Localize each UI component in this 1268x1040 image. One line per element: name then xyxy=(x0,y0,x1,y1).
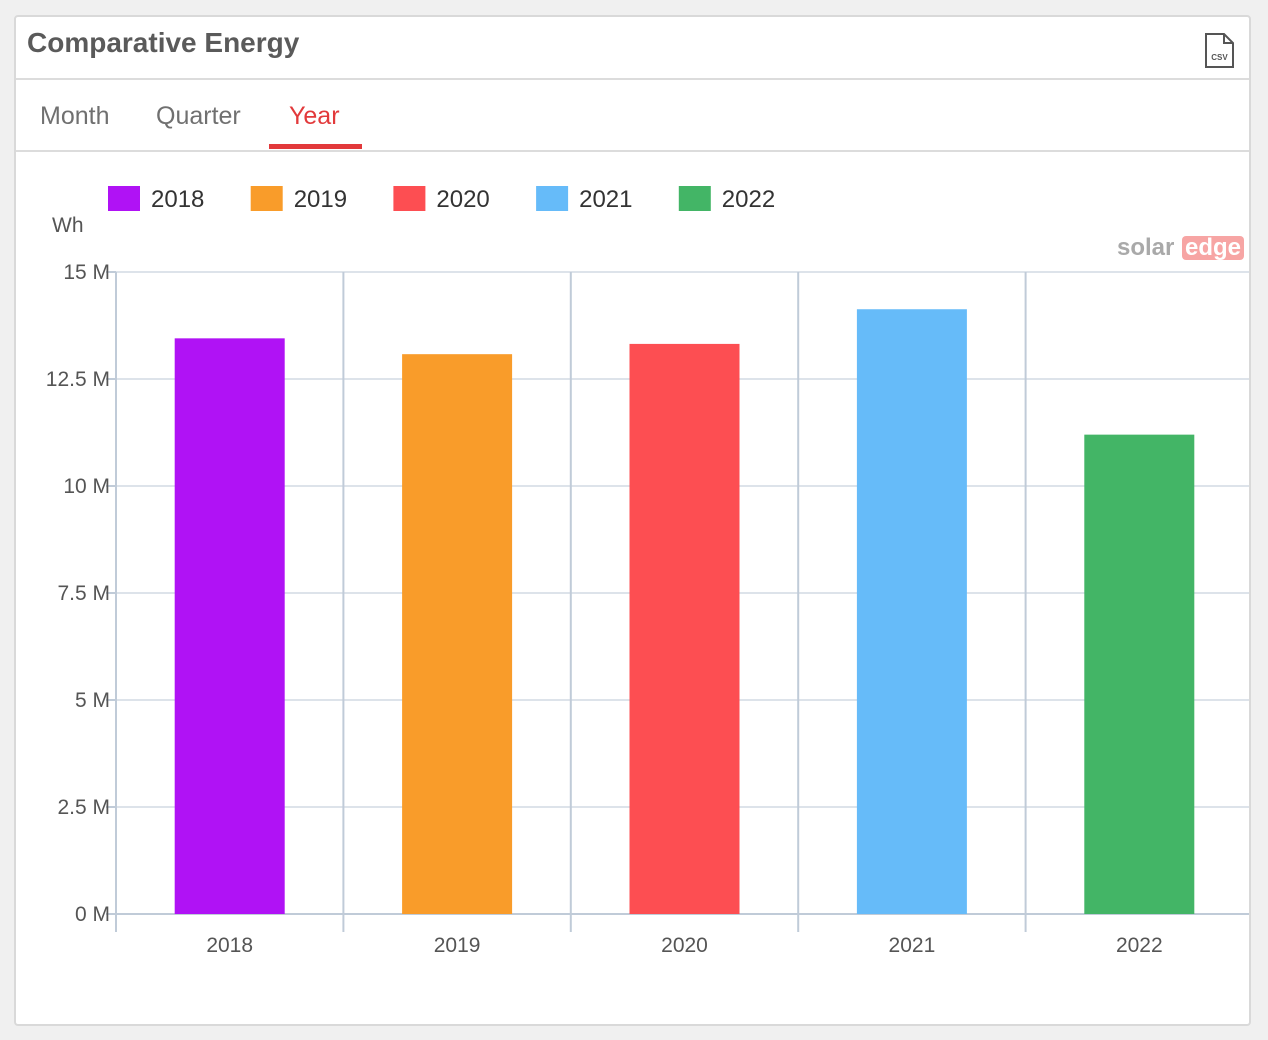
legend-swatch xyxy=(678,186,711,211)
widget-header: Comparative Energy CSV xyxy=(16,17,1249,80)
legend-item-2019[interactable]: 2019 xyxy=(250,186,347,213)
legend-label: 2021 xyxy=(579,186,632,213)
y-tick-label: 5 M xyxy=(75,689,110,712)
solaredge-logo: solar edge xyxy=(1117,234,1244,261)
legend-label: 2020 xyxy=(436,186,489,213)
svg-text:CSV: CSV xyxy=(1211,53,1228,62)
legend-swatch xyxy=(536,186,569,211)
widget-title: Comparative Energy xyxy=(27,27,300,58)
tab-month[interactable]: Month xyxy=(40,102,110,130)
x-tick-label: 2021 xyxy=(889,934,936,957)
bar-2022[interactable] xyxy=(1084,434,1195,914)
legend-swatch xyxy=(250,186,283,211)
tab-year[interactable]: Year xyxy=(289,102,340,130)
x-tick-label: 2019 xyxy=(434,934,481,957)
x-tick-label: 2022 xyxy=(1116,934,1163,957)
csv-file-icon[interactable]: CSV xyxy=(1203,33,1235,69)
y-tick-label: 12.5 M xyxy=(46,368,110,391)
y-tick-label: 7.5 M xyxy=(57,582,110,605)
x-axis: 2018 2019 2020 2021 2022 xyxy=(115,914,1163,957)
legend-label: 2022 xyxy=(722,186,775,213)
legend-item-2022[interactable]: 2022 xyxy=(678,186,775,213)
bar-2018[interactable] xyxy=(174,338,285,915)
energy-bar-chart: 0 M2.5 M5 M7.5 M10 M12.5 M15 M 2018 2019 2… xyxy=(46,186,1249,957)
y-axis-label: Wh xyxy=(52,214,84,237)
x-tick-label: 2020 xyxy=(661,934,708,957)
y-tick-label: 0 M xyxy=(75,903,110,926)
y-tick-label: 15 M xyxy=(63,261,110,284)
tab-quarter[interactable]: Quarter xyxy=(156,102,241,130)
legend-item-2020[interactable]: 2020 xyxy=(393,186,490,213)
legend-swatch xyxy=(108,186,140,211)
y-tick-label: 2.5 M xyxy=(57,796,110,819)
active-tab-indicator xyxy=(269,144,362,149)
bar-2019[interactable] xyxy=(402,354,513,914)
period-tabs: Month Quarter Year xyxy=(16,80,1249,152)
bar-2021[interactable] xyxy=(856,309,967,915)
legend-item-2021[interactable]: 2021 xyxy=(536,186,632,213)
logo-text-solar: solar xyxy=(1117,234,1174,261)
x-tick-label: 2018 xyxy=(206,934,253,957)
chart-legend: 2018 2019 2020 2021 2022 xyxy=(108,186,775,213)
logo-edge-badge xyxy=(1182,236,1244,260)
legend-label: 2018 xyxy=(151,186,204,213)
logo-text-edge: edge xyxy=(1185,234,1241,261)
legend-swatch xyxy=(393,186,426,211)
y-axis: 0 M 2.5 M 5 M 7.5 M 10 M 12.5 M 15 M xyxy=(46,261,116,926)
legend-label: 2019 xyxy=(294,186,347,213)
chart-bars xyxy=(174,309,1195,915)
comparative-energy-widget: Comparative Energy CSV Month Quarter Yea… xyxy=(14,15,1251,1026)
bar-2020[interactable] xyxy=(629,343,740,914)
y-tick-label: 10 M xyxy=(63,475,110,498)
legend-item-2018[interactable]: 2018 xyxy=(108,186,204,213)
